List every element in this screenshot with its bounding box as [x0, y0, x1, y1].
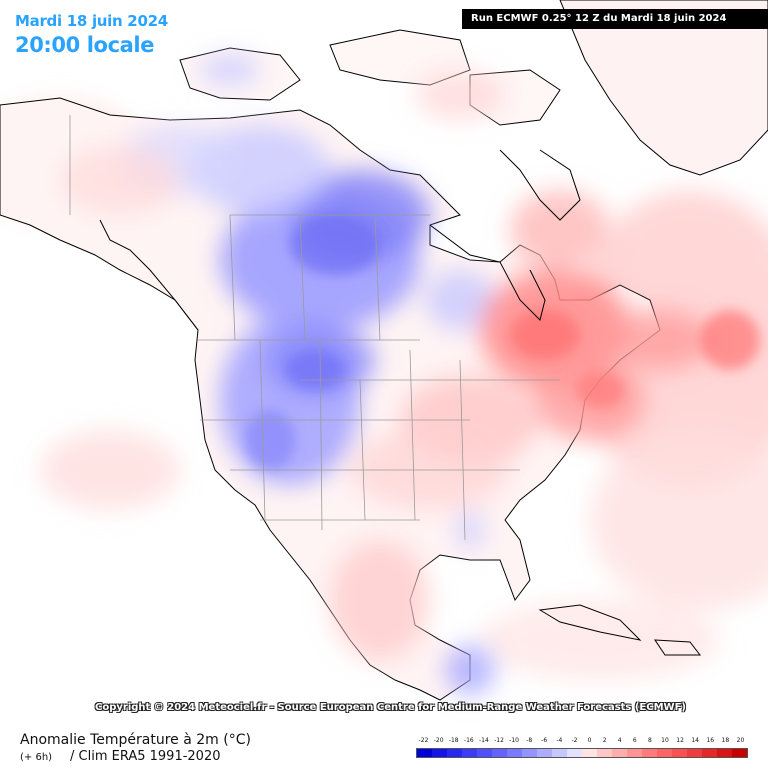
climatology-label: / Clim ERA5 1991-2020 — [70, 749, 221, 764]
legend-tick-label: -16 — [463, 737, 474, 744]
legend-tick-label: -8 — [526, 737, 533, 744]
legend-swatch — [477, 749, 492, 757]
legend-tick-label: 0 — [587, 737, 592, 744]
coastlines — [99, 149, 581, 331]
legend-tick-label: 10 — [661, 737, 669, 744]
variable-title: Anomalie Température à 2m (°C) — [20, 732, 251, 748]
legend-swatch — [717, 749, 732, 757]
legend-tick-label: 4 — [617, 737, 622, 744]
legend-swatch — [522, 749, 537, 757]
legend-swatch — [552, 749, 567, 757]
legend-swatch — [507, 749, 522, 757]
legend-tick-label: 20 — [736, 737, 745, 744]
hispaniola-land — [654, 639, 702, 656]
legend-tick-label: 14 — [691, 737, 699, 744]
legend-swatch — [672, 749, 687, 757]
color-legend — [416, 748, 748, 758]
cuba-land — [538, 604, 642, 641]
legend-tick-label: -20 — [433, 737, 444, 744]
legend-tick-label: -18 — [448, 737, 459, 744]
legend-tick-label: -10 — [509, 737, 519, 744]
legend-swatch — [492, 749, 507, 757]
legend-tick-label: -14 — [479, 737, 489, 744]
forecast-time: 20:00 locale — [15, 33, 155, 57]
borders — [69, 115, 560, 541]
copyright-notice: Copyright © 2024 Meteociel.fr - Source E… — [95, 702, 686, 713]
greenland-land — [559, 0, 768, 176]
legend-swatch — [642, 749, 657, 757]
forecast-step: (+ 6h) — [20, 752, 53, 763]
legend-swatch — [447, 749, 462, 757]
legend-tick-label: -12 — [494, 737, 504, 744]
legend-swatch — [657, 749, 672, 757]
footer: Anomalie Température à 2m (°C) (+ 6h) / … — [0, 722, 768, 768]
legend-swatch — [687, 749, 702, 757]
legend-swatch — [582, 749, 597, 757]
legend-swatch — [597, 749, 612, 757]
legend-swatch — [627, 749, 642, 757]
legend-tick-label: -22 — [418, 737, 429, 744]
legend-tick-label: -6 — [541, 737, 548, 744]
model-run-label: Run ECMWF 0.25° 12 Z du Mardi 18 juin 20… — [462, 9, 768, 29]
forecast-date: Mardi 18 juin 2024 — [15, 12, 168, 30]
legend-labels: -22 -20 -18 -16 -14 -12 -10 -8 -6 -4 -2 0 2 4 6 8 10 12 14… — [416, 737, 748, 747]
legend-tick-label: 12 — [676, 737, 684, 744]
legend-tick-label: 18 — [721, 737, 730, 744]
legend-swatch — [462, 749, 477, 757]
legend-swatch — [432, 749, 447, 757]
legend-swatch — [732, 749, 747, 757]
legend-swatch — [417, 749, 432, 757]
legend-swatch — [537, 749, 552, 757]
legend-swatch — [567, 749, 582, 757]
legend-tick-label: 16 — [706, 737, 715, 744]
legend-tick-label: 2 — [602, 737, 607, 744]
legend-swatch — [702, 749, 717, 757]
legend-tick-label: -4 — [556, 737, 563, 744]
legend-tick-label: 8 — [647, 737, 652, 744]
legend-tick-label: 6 — [632, 737, 637, 744]
legend-swatch — [612, 749, 627, 757]
legend-tick-label: -2 — [571, 737, 578, 744]
